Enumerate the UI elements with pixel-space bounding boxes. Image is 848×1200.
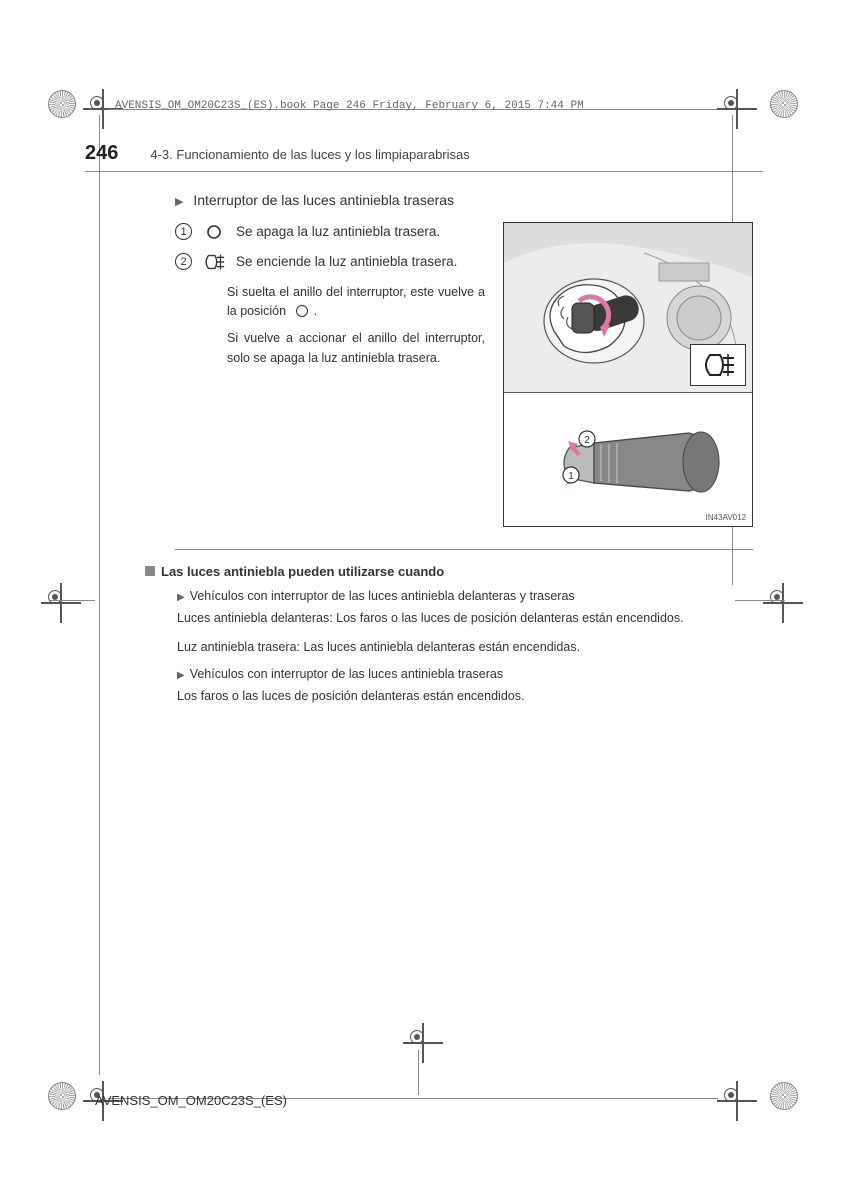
page-number: 246 [85,142,118,165]
info-heading: Las luces antiniebla pueden utilizarse c… [145,564,753,579]
note-1: Si suelta el anillo del interruptor, est… [227,283,485,322]
figure-column: 2 1 IN43AV012 [503,222,753,527]
section-header: 246 4-3. Funcionamiento de las luces y l… [85,142,763,172]
section-divider [175,549,753,550]
inline-off-icon [296,305,308,317]
triangle-bullet-icon: ▶ [177,670,185,681]
svg-text:1: 1 [568,471,574,482]
info-sub-1: ▶Vehículos con interruptor de las luces … [177,589,753,603]
svg-text:2: 2 [584,435,590,446]
step-1: 1 Se apaga la luz antiniebla trasera. [175,222,485,242]
rear-fog-light-icon [202,253,226,271]
triangle-bullet-icon: ▶ [175,196,183,208]
book-file-header: AVENSIS_OM_OM20C23S_(ES).book Page 246 F… [115,100,763,112]
info-text-1: Luces antiniebla delanteras: Los faros o… [177,609,753,628]
subsection-text: Interruptor de las luces antiniebla tras… [193,192,454,208]
note-2: Si vuelve a accionar el anillo del inter… [227,329,485,368]
illustration-figure: 2 1 IN43AV012 [503,222,753,527]
figure-inset-icon [690,344,746,386]
page-content: AVENSIS_OM_OM20C23S_(ES).book Page 246 F… [85,100,763,1120]
info-text-2: Luz antiniebla trasera: Las luces antini… [177,638,753,657]
square-bullet-icon [145,566,155,576]
step-2-text: Se enciende la luz antiniebla trasera. [236,252,457,272]
info-sub-2: ▶Vehículos con interruptor de las luces … [177,667,753,681]
section-title: 4-3. Funcionamiento de las luces y los l… [150,147,469,162]
step-number-2: 2 [175,253,192,270]
off-position-icon [202,223,226,241]
subsection-heading: ▶ Interruptor de las luces antiniebla tr… [175,192,753,208]
step-1-text: Se apaga la luz antiniebla trasera. [236,222,440,242]
steps-column: 1 Se apaga la luz antiniebla trasera. 2 [175,222,485,376]
triangle-bullet-icon: ▶ [177,592,185,603]
step-number-1: 1 [175,223,192,240]
figure-stalk-detail: 2 1 [504,393,752,513]
step-2: 2 Se enciende la luz antiniebla trasera. [175,252,485,272]
figure-dashboard-panel [504,223,752,393]
main-content: ▶ Interruptor de las luces antiniebla tr… [85,192,763,550]
info-section: Las luces antiniebla pueden utilizarse c… [85,564,763,705]
figure-code: IN43AV012 [706,513,746,522]
footer-document-code: AVENSIS_OM_OM20C23S_(ES) [95,1093,287,1108]
info-text-3: Los faros o las luces de posición delant… [177,687,753,706]
